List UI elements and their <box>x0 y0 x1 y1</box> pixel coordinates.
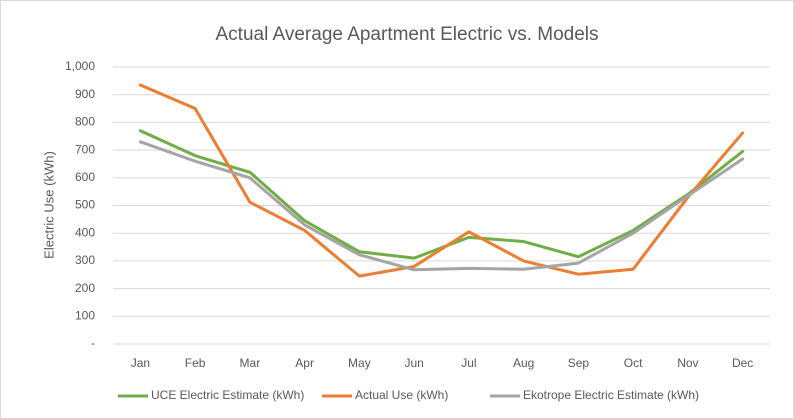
x-tick-label: Jan <box>131 356 150 370</box>
x-tick-label: Sep <box>568 356 590 370</box>
y-tick-label: 600 <box>75 170 95 184</box>
y-tick-label: 200 <box>75 281 95 295</box>
y-tick-label: 900 <box>75 87 95 101</box>
y-tick-label: 400 <box>75 225 95 239</box>
x-tick-label: Feb <box>185 356 206 370</box>
y-tick-label: - <box>91 336 95 350</box>
y-tick-label: 800 <box>75 115 95 129</box>
legend-label: Ekotrope Electric Estimate (kWh) <box>523 388 699 402</box>
legend-label: UCE Electric Estimate (kWh) <box>151 388 304 402</box>
y-tick-label: 1,000 <box>65 59 95 73</box>
data-line <box>138 140 745 272</box>
data-line <box>138 83 745 278</box>
legend-label: Actual Use (kWh) <box>355 388 448 402</box>
x-tick-label: Dec <box>732 356 753 370</box>
y-tick-label: 500 <box>75 198 95 212</box>
x-tick-label: Oct <box>624 356 643 370</box>
chart-title: Actual Average Apartment Electric vs. Mo… <box>216 24 599 45</box>
x-tick-label: Mar <box>240 356 261 370</box>
x-tick-label: Jul <box>461 356 476 370</box>
y-tick-label: 100 <box>75 308 95 322</box>
x-tick-label: Apr <box>295 356 314 370</box>
x-tick-label: May <box>348 356 371 370</box>
x-tick-label: Nov <box>677 356 698 370</box>
x-tick-label: Aug <box>513 356 534 370</box>
y-tick-label: 300 <box>75 253 95 267</box>
y-axis-title: Electric Use (kWh) <box>41 151 56 259</box>
x-tick-label: Jun <box>404 356 423 370</box>
y-tick-label: 700 <box>75 142 95 156</box>
